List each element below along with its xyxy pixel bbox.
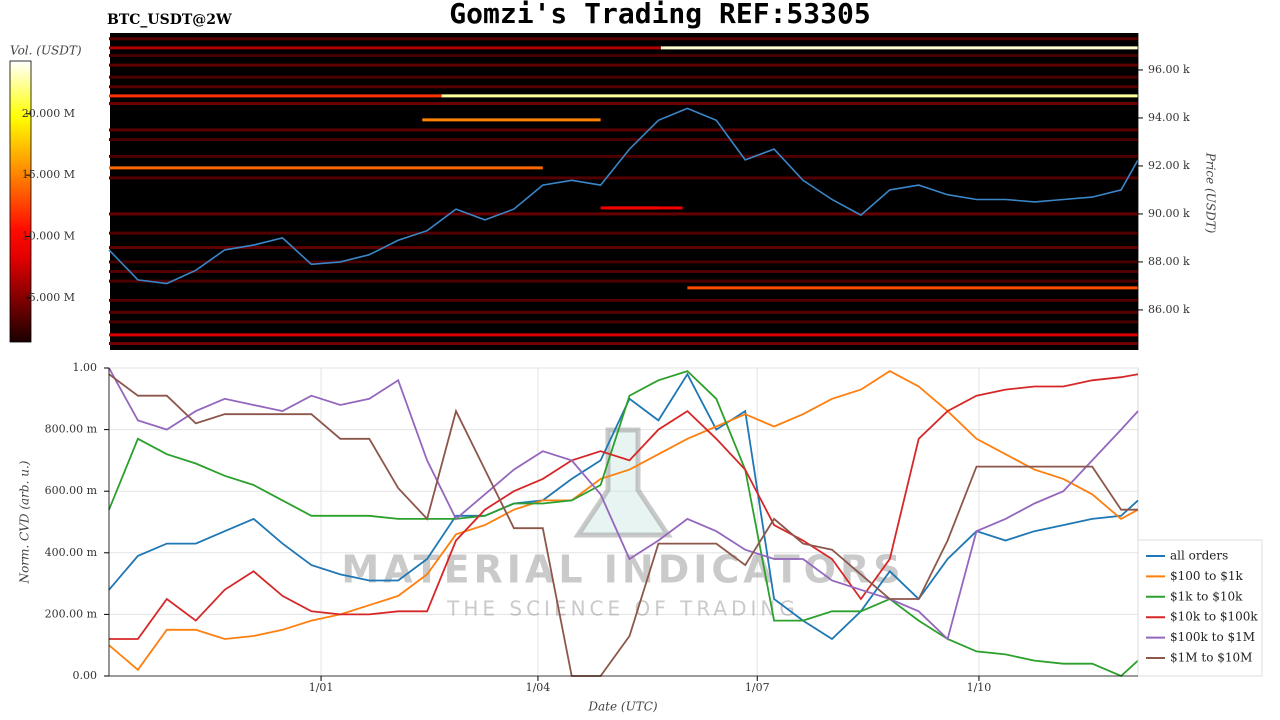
heat-cell <box>109 94 442 98</box>
plot-area <box>108 367 1139 677</box>
heat-cell <box>109 320 1138 324</box>
series-line <box>108 367 1139 641</box>
colorbar-tick-label: 10.000 M <box>22 229 75 242</box>
colorbar <box>9 60 32 343</box>
x-tick-label: 1/07 <box>745 681 770 694</box>
series-line <box>108 370 1139 672</box>
y-tick-label: 400.00 m <box>45 546 98 559</box>
colorbar-tick-label: 5.000 M <box>29 291 75 304</box>
heatmap <box>108 37 1139 346</box>
heat-cell <box>109 231 1138 235</box>
series-line <box>109 373 1139 640</box>
heat-cell <box>441 94 1138 98</box>
panel-title: BTC_USDT@2W <box>107 12 232 28</box>
heat-cell <box>422 118 601 122</box>
legend-label: $100k to $1M <box>1170 630 1255 644</box>
heat-cell <box>109 85 1138 89</box>
y-tick-label: 86.00 k <box>1148 303 1190 316</box>
lines <box>108 367 1139 678</box>
heat-cell <box>109 54 1138 58</box>
y-tick-label: 88.00 k <box>1148 255 1190 268</box>
y-tick-label: 600.00 m <box>45 484 98 497</box>
legend-label: $1k to $10k <box>1170 589 1243 603</box>
heat-cell <box>109 270 1138 274</box>
y-tick-label: 92.00 k <box>1148 159 1190 172</box>
x-tick-label: 1/04 <box>526 681 551 694</box>
watermark: MATERIAL INDICATORS THE SCIENCE OF TRADI… <box>341 427 904 621</box>
colorbar-tick-label: 15.000 M <box>22 168 75 181</box>
watermark-text: MATERIAL INDICATORS <box>341 548 904 592</box>
heat-cell <box>109 128 1138 132</box>
legend-label: all orders <box>1170 549 1228 563</box>
page-title: Gomzi's Trading REF:53305 <box>449 0 870 30</box>
heat-cell <box>109 166 543 170</box>
y-tick-label: 1.00 <box>73 361 98 374</box>
heat-cell <box>109 333 1138 337</box>
heatmap-background <box>110 33 1138 350</box>
heat-cell <box>109 46 661 50</box>
y-tick-label: 0.00 <box>73 669 98 682</box>
heat-cell <box>109 102 1138 106</box>
heat-cell <box>109 298 1138 302</box>
heat-cell <box>109 246 1138 250</box>
y-axis-label: Price (USDT) <box>1204 152 1218 234</box>
y-tick-label: 90.00 k <box>1148 207 1190 220</box>
heat-cell <box>109 342 1138 346</box>
heat-cell <box>687 286 1138 290</box>
series-line <box>108 370 1139 678</box>
watermark-logo <box>573 427 673 538</box>
colorbar-label: Vol. (USDT) <box>10 44 82 58</box>
heat-cell <box>660 46 1138 50</box>
colorbar-tick-label: 20.000 M <box>22 107 75 120</box>
price-line <box>108 107 1139 285</box>
x-tick-label: 1/01 <box>309 681 334 694</box>
y-tick-label: 94.00 k <box>1148 111 1190 124</box>
y-axis-label: Norm. CVD (arb. u.) <box>18 460 32 584</box>
heat-cell <box>109 75 1138 79</box>
legend-entries: all orders $100 to $1k $1k to $10k $10k to … <box>1146 549 1258 665</box>
legend-label: $1M to $10M <box>1170 651 1252 665</box>
heat-cell <box>109 37 1138 41</box>
heat-cell <box>109 176 1138 180</box>
heat-cell <box>600 206 683 210</box>
heat-cell <box>109 212 1138 216</box>
y-tick-label: 200.00 m <box>45 607 98 620</box>
watermark-text: THE SCIENCE OF TRADING <box>446 597 799 621</box>
heat-cell <box>109 138 1138 142</box>
legend <box>1137 539 1263 677</box>
legend-label: $10k to $100k <box>1170 610 1258 624</box>
series-line <box>108 373 1138 677</box>
heat-cell <box>109 63 1138 67</box>
y-tick-label: 96.00 k <box>1148 63 1190 76</box>
heat-cell <box>109 310 1138 314</box>
legend-label: $100 to $1k <box>1170 569 1243 583</box>
heat-cell <box>109 279 1138 283</box>
y-tick-label: 800.00 m <box>45 423 98 436</box>
heat-cell <box>109 260 1138 264</box>
x-axis-label: Date (UTC) <box>587 700 657 714</box>
x-tick-label: 1/10 <box>967 681 992 694</box>
